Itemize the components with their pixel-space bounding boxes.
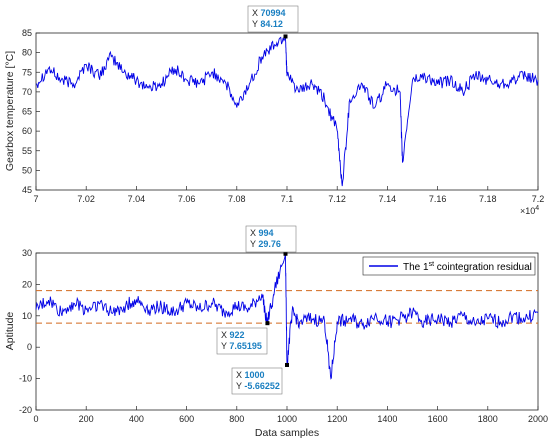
bottom-y-ticks: -20 -10 0 10 20 30 [19, 248, 40, 415]
datatip-marker [283, 34, 288, 39]
top-x-tick-label: 7 [33, 194, 38, 204]
legend-entry: The 1st cointegration residual [403, 261, 532, 273]
legend: The 1st cointegration residual [362, 256, 536, 276]
datatip-y-label: Y [250, 239, 258, 249]
bot-x-tick-label: 1000 [277, 414, 297, 424]
datatip-y-value: -5.66252 [244, 381, 280, 391]
top-x-tick-label: 7.06 [178, 194, 196, 204]
datatip-x-value: 922 [230, 330, 245, 340]
datatip-x: X 994 [250, 228, 274, 238]
legend-entry-rest: cointegration residual [434, 262, 532, 273]
datatip-y: Y 7.65195 [221, 341, 262, 351]
datatip-x-label: X [250, 228, 259, 238]
top-y-tick-label: 75 [22, 67, 32, 77]
legend-entry-sup: st [429, 261, 435, 268]
bot-x-tick-label: 1200 [327, 414, 347, 424]
datatip-marker [265, 321, 270, 326]
bot-x-tick-label: 800 [229, 414, 244, 424]
top-x-tick-label: 7.08 [228, 194, 246, 204]
bot-y-tick-label: 10 [22, 311, 32, 321]
bottom-x-axis-label: Data samples [255, 427, 319, 439]
bot-x-tick-label: 200 [79, 414, 94, 424]
datatip-x-value: 70994 [261, 8, 286, 18]
datatip-y-label: Y [236, 381, 244, 391]
top-y-tick-label: 45 [22, 185, 32, 195]
bot-x-tick-label: 600 [179, 414, 194, 424]
datatip-y-value: 7.65195 [229, 341, 262, 351]
top-y-tick-label: 55 [22, 146, 32, 156]
top-y-axis-label: Gearbox temperature [°C] [4, 51, 16, 171]
datatip-y: Y 84.12 [252, 19, 283, 29]
bot-x-tick-label: 0 [33, 414, 38, 424]
datatip-x-value: 1000 [245, 370, 265, 380]
top-y-tick-label: 60 [22, 126, 32, 136]
top-x-tick-label: 7.04 [128, 194, 146, 204]
top-series [35, 36, 539, 187]
top-y-tick-label: 70 [22, 87, 32, 97]
datatip-x: X 1000 [236, 370, 265, 380]
top-x-exponent: ×104 [520, 205, 539, 216]
top-y-tick-label: 80 [22, 48, 32, 58]
datatip-y-label: Y [221, 341, 229, 351]
datatip-y: Y -5.66252 [236, 381, 280, 391]
datatip-box [245, 225, 297, 253]
datatip-x: X 922 [221, 330, 245, 340]
bottom-axes: -20 -10 0 10 20 30 0 200 400 600 800 1000 1200 1400 1… [4, 225, 548, 439]
datatip-box [231, 367, 283, 395]
top-y-ticks: 45 50 55 60 65 70 75 80 85 [22, 28, 40, 195]
datatip-y-value: 29.76 [258, 239, 281, 249]
bottom-y-axis-label: Aptitude [4, 312, 16, 351]
datatip-y-label: Y [252, 19, 260, 29]
bot-y-tick-label: 20 [22, 279, 32, 289]
legend-box [362, 256, 536, 276]
top-x-tick-label: 7.2 [532, 194, 545, 204]
top-x-tick-label: 7.02 [77, 194, 95, 204]
top-x-tick-label: 7.16 [429, 194, 447, 204]
top-x-exponent-base: ×10 [520, 206, 535, 216]
bot-x-tick-label: 1800 [478, 414, 498, 424]
top-y-tick-label: 50 [22, 165, 32, 175]
top-x-ticks: 7 7.02 7.04 7.06 7.08 7.1 7.12 7.14 7.16 7.18 7.2 [33, 186, 544, 204]
datatip-box [247, 5, 299, 33]
top-y-tick-label: 65 [22, 107, 32, 117]
bot-y-tick-label: -10 [19, 374, 32, 384]
top-x-tick-label: 7.12 [328, 194, 346, 204]
top-x-exponent-power: 4 [535, 205, 539, 212]
datatip-x: X 70994 [252, 8, 286, 18]
bot-x-tick-label: 1400 [377, 414, 397, 424]
datatip-x-label: X [236, 370, 245, 380]
top-plot-area [35, 32, 539, 191]
bot-y-tick-label: 0 [27, 342, 32, 352]
top-x-tick-label: 7.18 [479, 194, 497, 204]
datatip-y-value: 84.12 [260, 19, 283, 29]
legend-entry-main: The 1 [403, 262, 429, 273]
top-x-tick-label: 7.1 [281, 194, 294, 204]
bot-x-tick-label: 400 [129, 414, 144, 424]
top-y-tick-label: 85 [22, 28, 32, 38]
bottom-reference-lines [36, 290, 538, 324]
bot-x-tick-label: 1600 [428, 414, 448, 424]
datatip-marker [283, 251, 288, 256]
datatip-y: Y 29.76 [250, 239, 281, 249]
bot-y-tick-label: -20 [19, 405, 32, 415]
datatip-marker [285, 362, 289, 367]
datatip-box [216, 327, 268, 355]
bot-x-tick-label: 2000 [528, 414, 548, 424]
series-line [35, 36, 539, 187]
bot-y-tick-label: 30 [22, 248, 32, 258]
datatip-x-value: 994 [259, 228, 274, 238]
top-x-tick-label: 7.14 [379, 194, 397, 204]
datatip-x-label: X [252, 8, 261, 18]
bottom-x-ticks: 0 200 400 600 800 1000 1200 1400 1600 1800 2000 [33, 406, 548, 424]
datatip-x-label: X [221, 330, 230, 340]
